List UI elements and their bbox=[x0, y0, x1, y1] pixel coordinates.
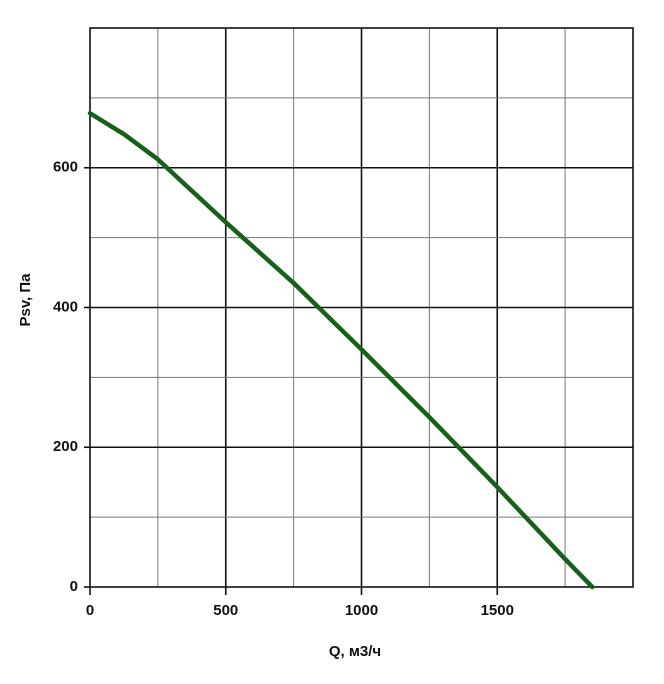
x-tick-label: 0 bbox=[86, 602, 94, 619]
y-tick-label: 400 bbox=[53, 298, 78, 315]
x-tick-label: 1000 bbox=[345, 602, 378, 619]
data-line bbox=[87, 110, 595, 590]
x-tick-label: 1500 bbox=[481, 602, 514, 619]
x-axis-label: Q, м3/ч bbox=[329, 643, 381, 660]
x-tick-label: 500 bbox=[213, 602, 238, 619]
y-tick-label: 600 bbox=[53, 159, 78, 176]
y-tick-label: 0 bbox=[70, 578, 78, 595]
y-axis-label: Psv, Па bbox=[17, 273, 34, 327]
y-tick-label: 200 bbox=[53, 438, 78, 455]
